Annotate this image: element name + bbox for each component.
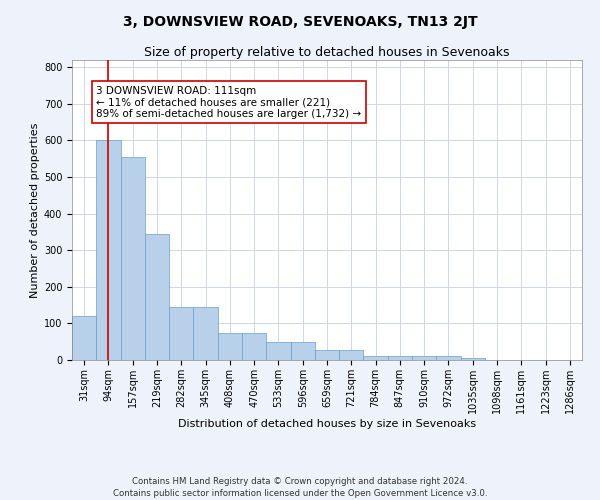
Y-axis label: Number of detached properties: Number of detached properties — [29, 122, 40, 298]
Text: 3 DOWNSVIEW ROAD: 111sqm
← 11% of detached houses are smaller (221)
89% of semi-: 3 DOWNSVIEW ROAD: 111sqm ← 11% of detach… — [96, 86, 361, 119]
Bar — [145, 234, 169, 360]
Bar — [218, 332, 242, 360]
Bar — [461, 358, 485, 360]
Bar — [436, 356, 461, 360]
Bar — [169, 307, 193, 360]
Bar — [364, 356, 388, 360]
Bar — [96, 140, 121, 360]
Bar — [388, 356, 412, 360]
Bar — [412, 356, 436, 360]
Title: Size of property relative to detached houses in Sevenoaks: Size of property relative to detached ho… — [144, 46, 510, 59]
Bar — [266, 342, 290, 360]
Bar — [242, 332, 266, 360]
Text: 3, DOWNSVIEW ROAD, SEVENOAKS, TN13 2JT: 3, DOWNSVIEW ROAD, SEVENOAKS, TN13 2JT — [122, 15, 478, 29]
Bar — [193, 307, 218, 360]
Bar — [339, 350, 364, 360]
Bar — [121, 157, 145, 360]
Bar — [72, 316, 96, 360]
X-axis label: Distribution of detached houses by size in Sevenoaks: Distribution of detached houses by size … — [178, 418, 476, 428]
Text: Contains HM Land Registry data © Crown copyright and database right 2024.
Contai: Contains HM Land Registry data © Crown c… — [113, 476, 487, 498]
Bar — [315, 350, 339, 360]
Bar — [290, 342, 315, 360]
